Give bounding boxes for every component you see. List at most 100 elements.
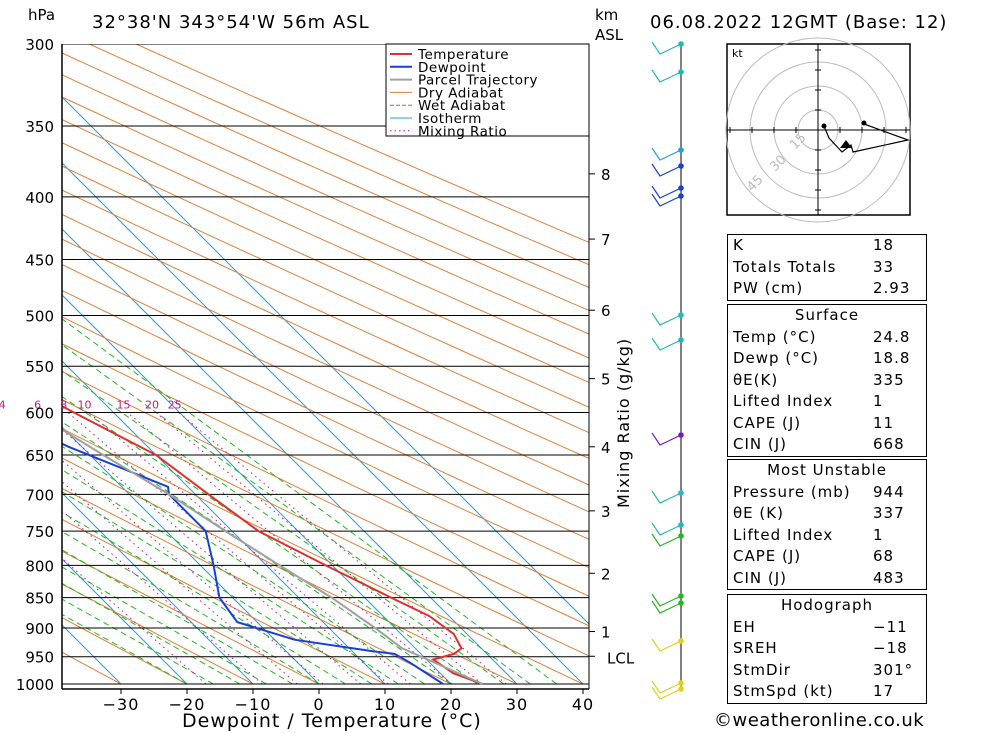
- index-key: Totals Totals: [733, 257, 837, 276]
- wind-barb-icon: [651, 147, 682, 161]
- dry-adiabat-line: [62, 550, 320, 685]
- index-value: 33: [873, 257, 895, 276]
- most-unstable-row: CIN (J) 483: [728, 568, 926, 590]
- most-unstable-row: Lifted Index 1: [728, 525, 926, 547]
- asl-label: ASL: [595, 26, 624, 44]
- most-unstable-row: Pressure (mb) 944: [728, 482, 926, 504]
- series-dewpoint: [62, 442, 444, 685]
- chart-title: 32°38'N 343°54'W 56m ASL: [92, 12, 370, 33]
- dry-adiabat-line: [62, 96, 589, 335]
- mixing-ratio-tick-label: 6: [34, 398, 41, 411]
- dry-adiabat-line: [62, 427, 584, 685]
- x-tick-label: 30: [506, 695, 528, 714]
- wind-barb-icon: [651, 593, 682, 607]
- series-parcel-trajectory: [62, 428, 484, 685]
- pressure-tick-label: 850: [25, 590, 54, 608]
- wet-adiabat-line: [62, 613, 188, 685]
- height-tick-label: 1: [601, 624, 611, 642]
- wind-barb-icon: [651, 41, 682, 55]
- surface-row: CIN (J) 668: [728, 434, 926, 456]
- wind-barb-icon: [651, 533, 682, 547]
- hodograph-point: [861, 120, 867, 126]
- dry-adiabat-line: [62, 119, 589, 359]
- most-unstable-key: θE (K): [733, 504, 784, 522]
- mixing-ratio-axis-title: Mixing Ratio (g/kg): [614, 338, 633, 508]
- dry-adiabat-line: [62, 189, 589, 434]
- hodograph-stat-key: StmDir: [733, 660, 791, 679]
- height-tick-label: 7: [601, 231, 611, 249]
- index-row: K 18: [728, 235, 926, 257]
- pressure-tick-label: 500: [25, 308, 54, 326]
- surface-value: 18.8: [873, 349, 911, 367]
- wet-adiabat-line: [62, 491, 373, 685]
- most-unstable-row: θE (K) 337: [728, 503, 926, 525]
- surface-value: 1: [873, 392, 884, 410]
- most-unstable-value: 1: [873, 525, 884, 544]
- height-tick-label: 4: [601, 439, 611, 457]
- mixing-ratio-line: [62, 557, 207, 685]
- hodograph-stat-key: SREH: [733, 639, 778, 657]
- hodograph-stat-key: StmSpd (kt): [733, 682, 834, 700]
- most-unstable-key: Pressure (mb): [733, 482, 851, 501]
- surface-key: CIN (J): [733, 435, 788, 453]
- hodograph-stat-row: EH −11: [728, 617, 926, 639]
- hodograph-stat-value: −18: [873, 639, 908, 657]
- pressure-tick-label: 700: [25, 486, 54, 504]
- height-tick-label: 8: [601, 166, 611, 184]
- mixing-ratio-tick-label: 4: [0, 398, 6, 411]
- dry-adiabat-line: [62, 518, 386, 685]
- dry-adiabat-line: [62, 583, 254, 685]
- hodograph-trace: [823, 123, 911, 153]
- isotherm-line: [62, 426, 320, 685]
- isotherm-line: [62, 294, 452, 685]
- wind-barb-icon: [651, 185, 682, 199]
- surface-row: Lifted Index 1: [728, 391, 926, 413]
- isotherm-line: [62, 360, 386, 685]
- surface-title: Surface: [794, 306, 860, 324]
- wind-barb-icon: [651, 600, 682, 614]
- pressure-tick-label: 550: [25, 358, 54, 376]
- most-unstable-key: CIN (J): [733, 568, 788, 587]
- x-tick-label: −30: [103, 695, 140, 714]
- most-unstable-value: 483: [873, 568, 905, 587]
- legend-entry: Dry Adiabat: [418, 85, 503, 101]
- wind-barb-icon: [651, 193, 682, 207]
- wet-adiabat-line: [62, 370, 505, 685]
- most-unstable-row: CAPE (J) 68: [728, 546, 926, 568]
- lcl-label: LCL: [607, 649, 635, 667]
- surface-row: Temp (°C) 24.8: [728, 327, 926, 349]
- isotherm-line: [62, 228, 518, 685]
- hodograph-stat-row: StmDir 301°: [728, 660, 926, 682]
- surface-value: 668: [873, 435, 905, 453]
- wind-barb-icon: [651, 638, 682, 652]
- copyright-footer[interactable]: ©weatheronline.co.uk: [714, 710, 925, 731]
- legend-entry: Temperature: [417, 47, 509, 63]
- pressure-unit-label: hPa: [28, 6, 55, 24]
- storm-motion-marker: [840, 140, 852, 148]
- wet-adiabat-line: [62, 582, 241, 685]
- wet-adiabat-line: [62, 344, 531, 685]
- mixing-ratio-tick-label: 8: [60, 398, 67, 411]
- wet-adiabat-line: [62, 318, 557, 685]
- legend-entry: Mixing Ratio: [418, 124, 507, 140]
- mixing-ratio-tick-label: 25: [168, 398, 182, 411]
- wind-barb-icon: [651, 163, 682, 177]
- mixing-ratio-tick-label: 10: [78, 398, 92, 411]
- x-tick-label: 40: [572, 695, 594, 714]
- index-value: 18: [873, 236, 895, 254]
- dry-adiabat-line: [62, 343, 589, 597]
- pressure-tick-label: 450: [25, 252, 54, 270]
- pressure-tick-label: 900: [25, 620, 54, 638]
- hodograph-stat-row: StmSpd (kt) 17: [728, 681, 926, 703]
- most-unstable-title: Most Unstable: [767, 461, 887, 479]
- most-unstable-value: 944: [873, 482, 905, 501]
- mixing-ratio-tick-label: 20: [145, 398, 159, 411]
- wet-adiabat-line: [62, 566, 267, 685]
- pressure-tick-label: 600: [25, 404, 54, 422]
- pressure-tick-label: 800: [25, 557, 54, 575]
- hodograph-panel: Hodograph EH −11 SREH −18 StmDir 301° StmSpd (…: [727, 594, 927, 704]
- wind-barb-icon: [651, 490, 682, 504]
- dry-adiabat-line: [89, 44, 589, 266]
- x-tick-label: 0: [313, 695, 324, 714]
